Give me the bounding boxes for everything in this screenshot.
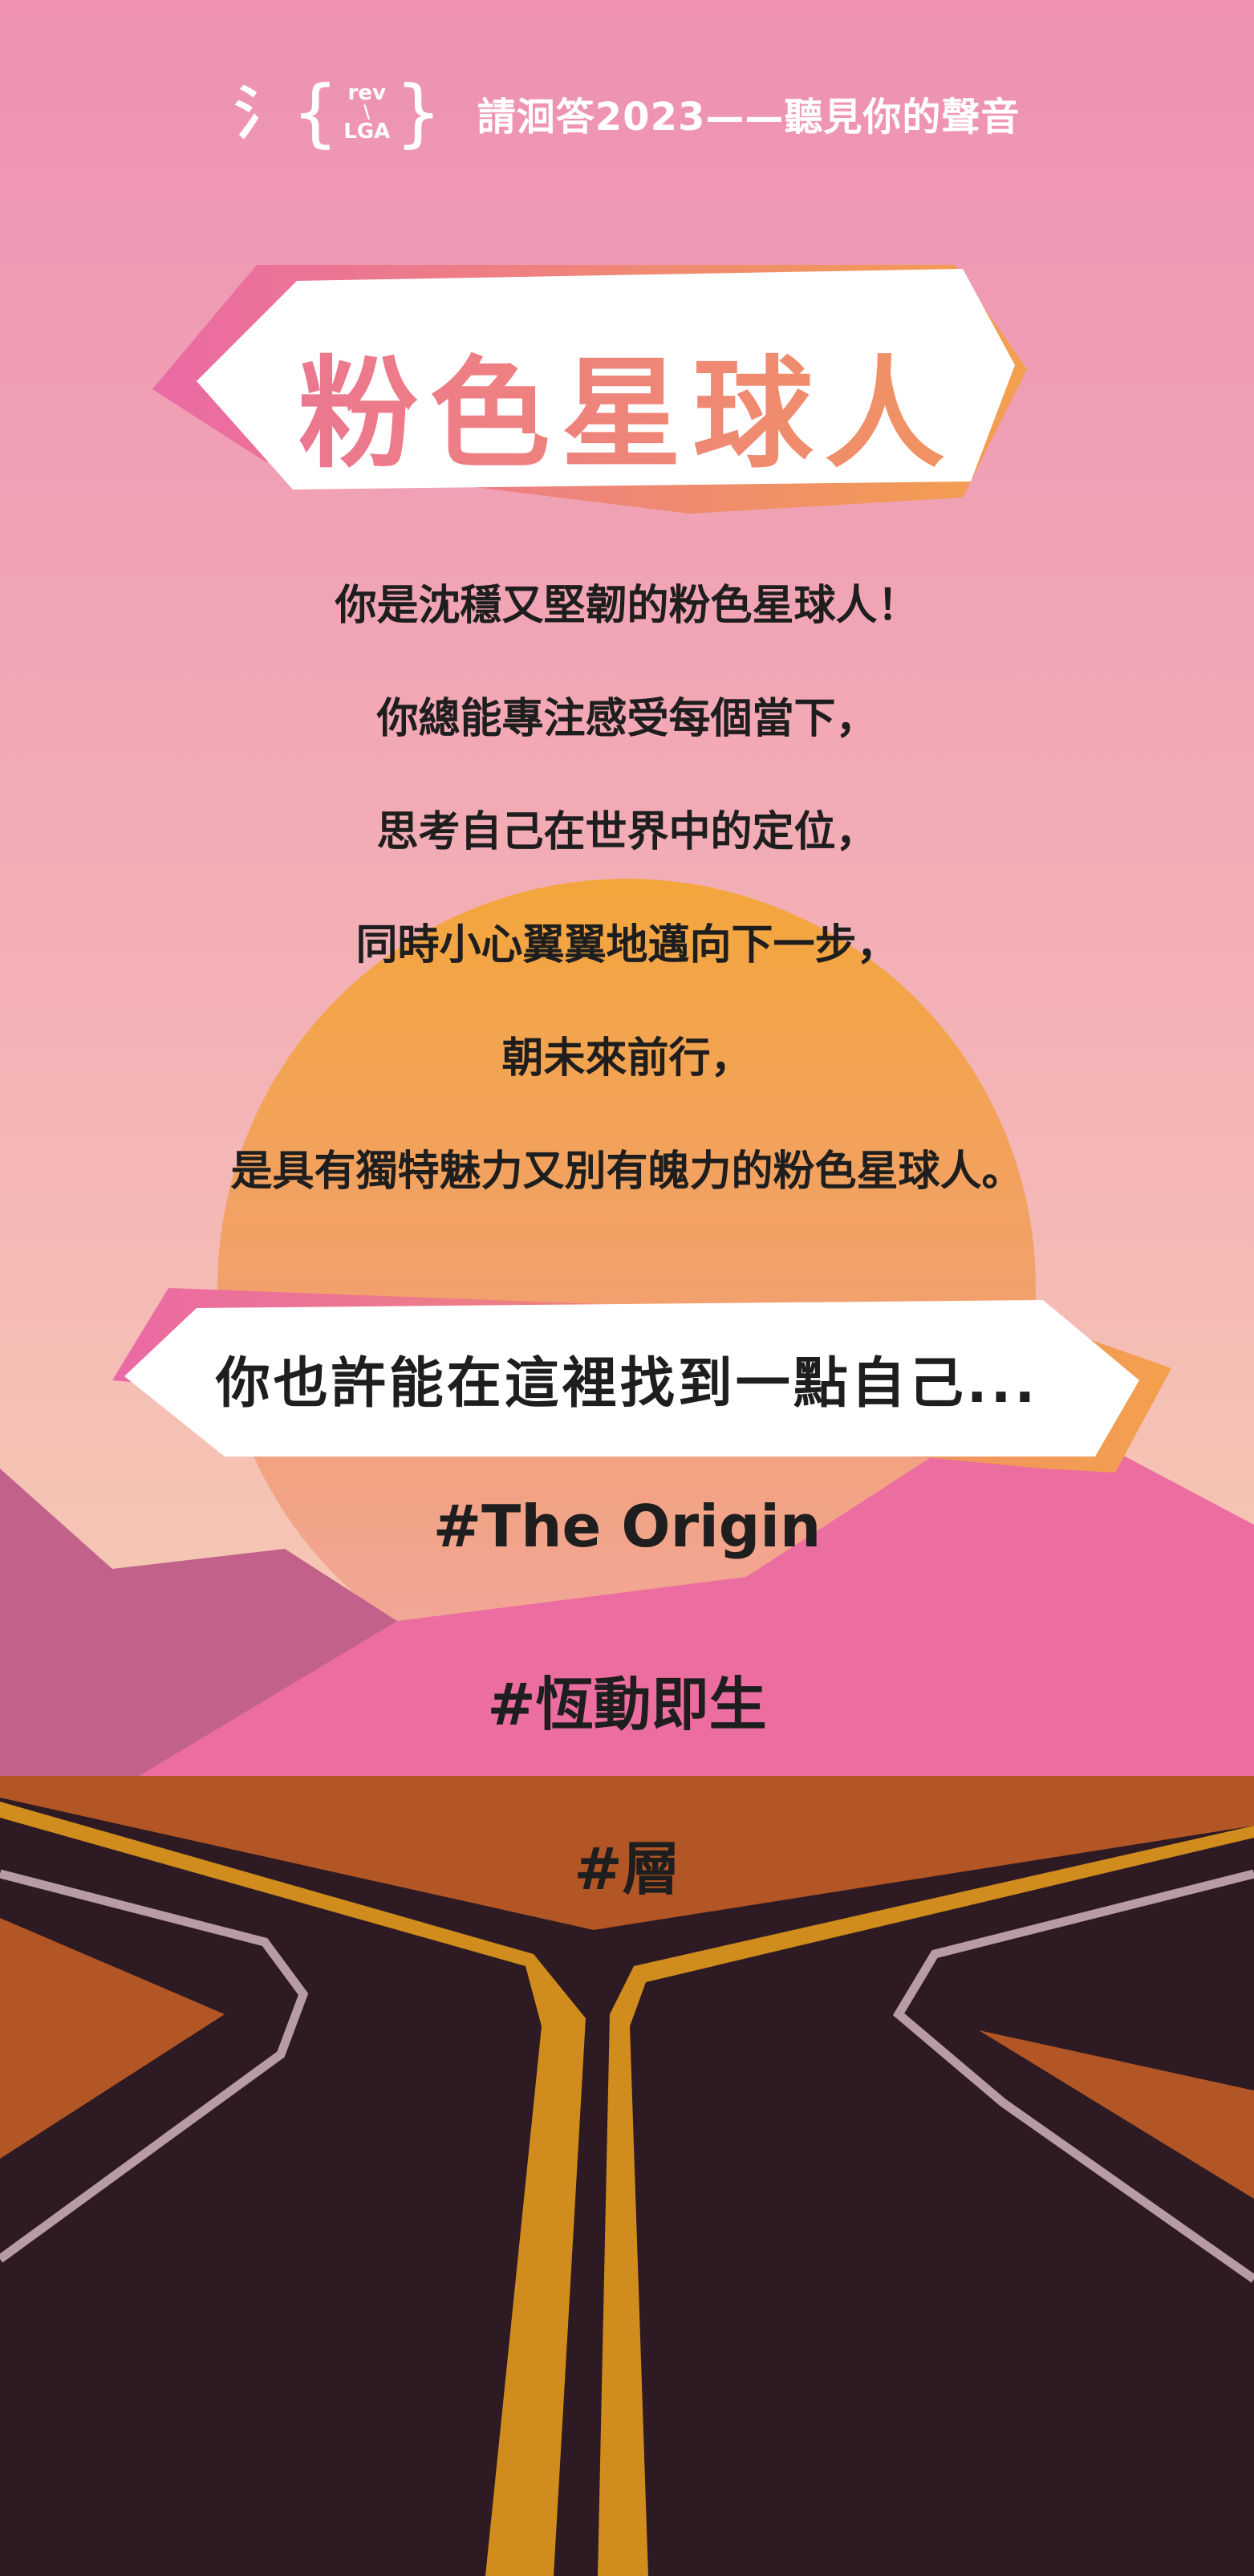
description-line: 朝未來前行，: [501, 1034, 753, 1083]
logo-text-top: rev: [347, 81, 386, 106]
result-title: 粉色星球人: [0, 317, 1254, 491]
logo-text: rev \ LGA: [343, 81, 391, 144]
brand-logo: 氵 { rev \ LGA }: [234, 76, 442, 150]
banner-text: 你也許能在這裡找到一點自己...: [215, 1352, 1039, 1416]
description-line: 是具有獨特魅力又別有魄力的粉色星球人。: [230, 1148, 1024, 1196]
description-line: 你是沈穩又堅韌的粉色星球人！: [335, 582, 919, 630]
description-line: 你總能專注感受每個當下，: [376, 695, 878, 743]
road-center-line-left: [0, 1802, 586, 2576]
logo-slash: \: [363, 103, 371, 124]
sun: [217, 879, 1036, 1697]
logo-water-glyph: 氵: [233, 79, 292, 147]
description-line: 同時小心翼翼地邁向下一步，: [355, 921, 899, 969]
header: 氵 { rev \ LGA } 請洄答2023——聽見你的聲音: [0, 76, 1254, 150]
hashtag: #The Origin: [432, 1493, 822, 1560]
title-frame: [152, 265, 1027, 514]
road-edge-right: [892, 1869, 1254, 2283]
road-edge-left: [0, 1869, 309, 2263]
banner-frame: [112, 1288, 1171, 1473]
mountain-right: [136, 1400, 1254, 1778]
description-line: 思考自己在世界中的定位，: [376, 808, 878, 856]
hashtag: #層: [574, 1835, 680, 1903]
logo-left-brace: {: [291, 70, 339, 156]
header-title: 請洄答2023——聽見你的聲音: [477, 95, 1021, 140]
hashtag: #恆動即生: [487, 1671, 767, 1738]
logo-right-brace: }: [395, 70, 442, 156]
logo-text-bottom: LGA: [343, 119, 391, 144]
result-description: 你是沈穩又堅韌的粉色星球人！ 你總能專注感受每個當下， 思考自己在世界中的定位，…: [0, 574, 1254, 1253]
